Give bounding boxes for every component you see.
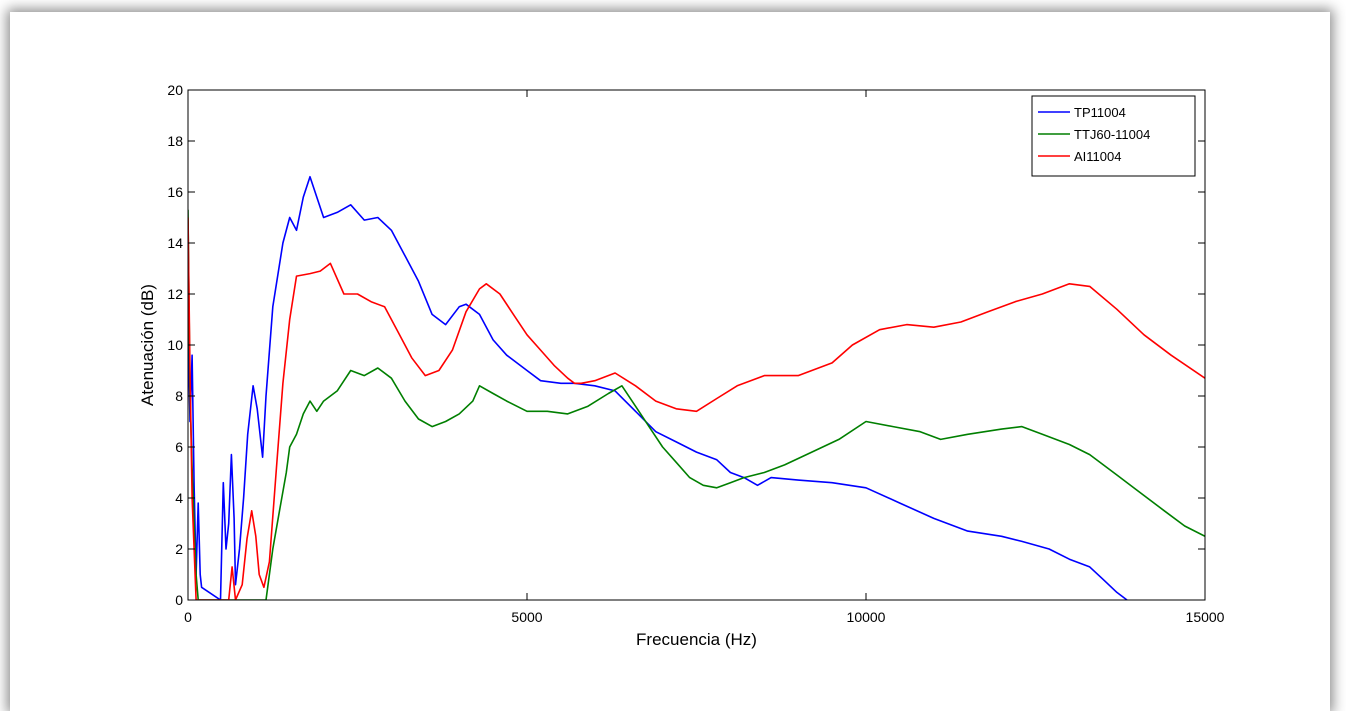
y-tick-label: 20 [167,82,183,98]
y-tick-label: 10 [167,337,183,353]
x-tick-label: 15000 [1186,609,1225,625]
series-line-tp11004 [188,177,1127,600]
legend-label: AI11004 [1074,149,1121,164]
y-tick-label: 16 [167,184,183,200]
legend-label: TTJ60-11004 [1074,127,1150,142]
y-tick-label: 4 [175,490,183,506]
y-axis-title: Atenuación (dB) [138,284,157,406]
legend: TP11004 TTJ60-11004 AI11004 [1032,96,1195,176]
y-tick-label: 18 [167,133,183,149]
x-tick-label: 0 [184,609,192,625]
x-tick-label: 10000 [847,609,886,625]
legend-label: TP11004 [1074,105,1126,120]
series-layer [188,177,1205,600]
x-axis-title: Frecuencia (Hz) [636,630,757,649]
y-tick-label: 12 [167,286,183,302]
series-line-ai11004 [188,218,1205,601]
series-line-ttj60-11004 [188,210,1205,600]
y-tick-label: 2 [175,541,183,557]
y-tick-label: 14 [167,235,183,251]
y-tick-label: 0 [175,592,183,608]
x-tick-label: 5000 [511,609,542,625]
y-tick-label: 6 [175,439,183,455]
y-tick-label: 8 [175,388,183,404]
